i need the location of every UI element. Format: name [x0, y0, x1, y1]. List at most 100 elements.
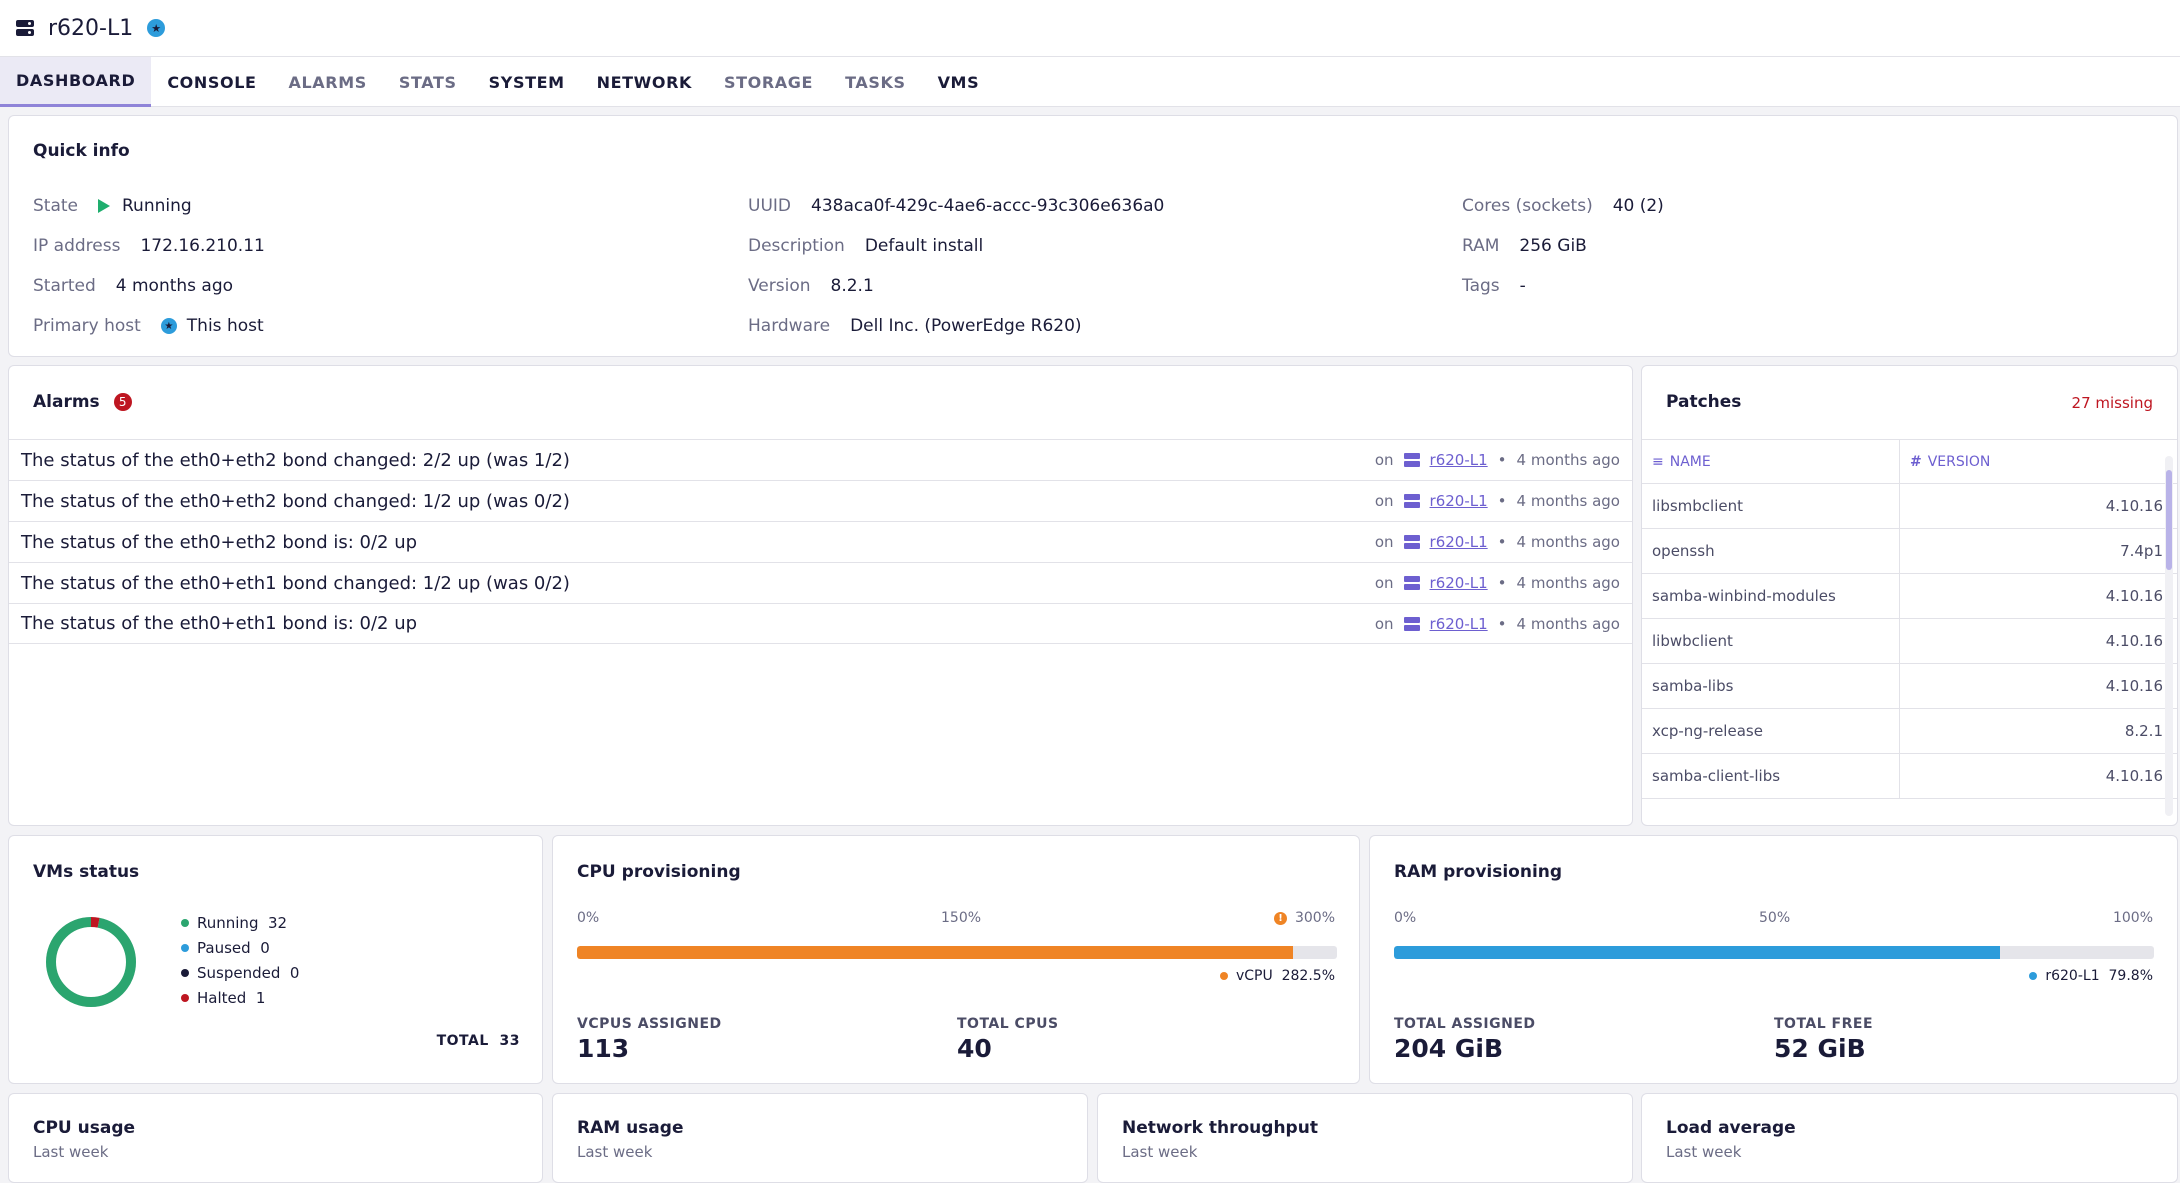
tab-system[interactable]: SYSTEM — [488, 72, 565, 92]
uuid-value[interactable]: 438aca0f-429c-4ae6-accc-93c306e636a0 — [811, 196, 1165, 216]
play-icon — [98, 199, 110, 213]
tab-tasks[interactable]: TASKS — [845, 72, 906, 92]
tab-network[interactable]: NETWORK — [596, 72, 693, 92]
hardware-value: Dell Inc. (PowerEdge R620) — [850, 316, 1082, 336]
table-row[interactable]: libsmbclient 4.10.16 — [1642, 484, 2177, 529]
halted-count: 1 — [255, 988, 266, 1007]
ip-row: IP address 172.16.210.11 — [33, 226, 265, 266]
alarm-count-badge: 5 — [113, 393, 132, 411]
paused-dot-icon — [181, 943, 189, 952]
alarm-separator: • — [1497, 574, 1507, 592]
donut-running-segment — [46, 917, 136, 1007]
alarm-on-label: on — [1374, 574, 1394, 592]
cpu-scale-mid: 150% — [941, 910, 982, 926]
ram-scale-min: 0% — [1394, 910, 1417, 926]
tab-alarms[interactable]: ALARMS — [288, 72, 367, 92]
tags-label: Tags — [1462, 276, 1500, 296]
tab-console[interactable]: CONSOLE — [167, 72, 257, 92]
host-server-icon — [1403, 616, 1420, 631]
host-server-icon — [1403, 576, 1420, 590]
alarm-host-link[interactable]: r620-L1 — [1429, 574, 1488, 592]
patch-version: 4.10.16 — [2105, 497, 2163, 515]
primary-host-value: This host — [186, 316, 264, 336]
alarm-item[interactable]: The status of the eth0+eth2 bond is: 0/2… — [9, 521, 1632, 562]
alarm-on-label: on — [1374, 614, 1394, 633]
tags-row: Tags - — [1462, 266, 1664, 306]
tab-stats[interactable]: STATS — [398, 72, 457, 92]
alarm-time: 4 months ago — [1516, 451, 1620, 469]
table-row[interactable]: openssh 7.4p1 — [1642, 529, 2177, 574]
donut-halted-segment — [46, 917, 136, 1007]
patch-version: 8.2.1 — [2124, 722, 2163, 740]
table-row[interactable]: samba-libs 4.10.16 — [1642, 664, 2177, 709]
cpu-usage-title: CPU usage — [33, 1118, 136, 1138]
running-dot-icon — [181, 918, 189, 927]
alarm-item[interactable]: The status of the eth0+eth1 bond is: 0/2… — [9, 603, 1632, 644]
patches-scrollbar[interactable] — [2165, 456, 2173, 816]
tab-storage[interactable]: STORAGE — [724, 72, 814, 92]
load-average-subtitle: Last week — [1666, 1143, 1742, 1161]
alarm-host-link[interactable]: r620-L1 — [1429, 533, 1488, 551]
alarm-text: The status of the eth0+eth2 bond is: 0/2… — [21, 531, 418, 553]
star-icon: ★ — [160, 318, 177, 334]
ram-provisioning-bar-fill — [1394, 946, 2001, 959]
scrollbar-thumb[interactable] — [2166, 470, 2172, 570]
patch-version: 7.4p1 — [2120, 542, 2163, 560]
alarm-time: 4 months ago — [1516, 533, 1620, 551]
cpu-percent: 282.5% — [1281, 968, 1335, 984]
page-header: r620-L1 ★ — [0, 0, 2180, 57]
patch-name: samba-winbind-modules — [1642, 574, 1900, 618]
patch-name: samba-libs — [1642, 664, 1900, 708]
alarm-on-label: on — [1374, 492, 1394, 510]
legend-running: Running 32 — [181, 910, 299, 935]
started-value: 4 months ago — [115, 276, 234, 296]
ram-usage-card: RAM usage Last week — [552, 1093, 1088, 1183]
vms-status-card: VMs status Running 32 Paused 0 Suspended… — [8, 835, 543, 1084]
table-row[interactable]: xcp-ng-release 8.2.1 — [1642, 709, 2177, 754]
column-name-header[interactable]: ≡ NAME — [1642, 440, 1900, 483]
alarm-item[interactable]: The status of the eth0+eth2 bond changed… — [9, 480, 1632, 521]
uuid-label: UUID — [748, 196, 791, 216]
cpu-bar-legend: vCPU 282.5% — [1219, 968, 1335, 984]
running-count: 32 — [268, 913, 288, 932]
network-throughput-card: Network throughput Last week — [1097, 1093, 1633, 1183]
ip-value: 172.16.210.11 — [140, 236, 265, 256]
network-throughput-subtitle: Last week — [1122, 1143, 1198, 1161]
warning-icon: ! — [1273, 911, 1287, 925]
host-server-icon — [1403, 535, 1420, 549]
ram-provisioning-bar — [1394, 946, 2154, 959]
alarm-time: 4 months ago — [1516, 492, 1620, 510]
tab-vms[interactable]: VMS — [937, 72, 980, 92]
alarm-item[interactable]: The status of the eth0+eth2 bond changed… — [9, 439, 1632, 480]
alarm-text: The status of the eth0+eth2 bond changed… — [21, 490, 570, 512]
description-row: Description Default install — [748, 226, 1164, 266]
vms-total-value: 33 — [499, 1033, 520, 1049]
patch-name: samba-client-libs — [1642, 754, 1900, 798]
table-row[interactable]: samba-client-libs 4.10.16 — [1642, 754, 2177, 799]
total-cpus-label: TOTAL CPUS — [957, 1016, 1059, 1032]
ram-usage-subtitle: Last week — [577, 1143, 653, 1161]
total-free-value: 52 GiB — [1774, 1034, 1866, 1063]
vcpus-assigned-value: 113 — [577, 1034, 630, 1063]
table-row[interactable]: libwbclient 4.10.16 — [1642, 619, 2177, 664]
ram-value: 256 GiB — [1519, 236, 1587, 256]
tab-dashboard[interactable]: DASHBOARD — [0, 57, 152, 107]
vms-status-title: VMs status — [33, 862, 140, 882]
vms-total-label: TOTAL — [436, 1033, 489, 1049]
alarm-item[interactable]: The status of the eth0+eth1 bond changed… — [9, 562, 1632, 603]
alarm-text: The status of the eth0+eth1 bond is: 0/2… — [21, 613, 418, 634]
network-throughput-title: Network throughput — [1122, 1118, 1318, 1138]
column-version-header[interactable]: # VERSION — [1910, 453, 1991, 470]
cpu-scale-min: 0% — [577, 910, 600, 926]
alarm-host-link[interactable]: r620-L1 — [1429, 451, 1488, 469]
version-row: Version 8.2.1 — [748, 266, 1164, 306]
host-dot-icon — [2029, 972, 2038, 980]
alarm-host-link[interactable]: r620-L1 — [1429, 614, 1488, 633]
state-row: State Running — [33, 186, 265, 226]
table-row[interactable]: samba-winbind-modules 4.10.16 — [1642, 574, 2177, 619]
ip-label: IP address — [33, 236, 121, 256]
total-free-label: TOTAL FREE — [1774, 1016, 1874, 1032]
alarm-host-link[interactable]: r620-L1 — [1429, 492, 1488, 510]
text-align-icon: ≡ — [1652, 453, 1664, 470]
cpu-usage-subtitle: Last week — [33, 1143, 109, 1161]
